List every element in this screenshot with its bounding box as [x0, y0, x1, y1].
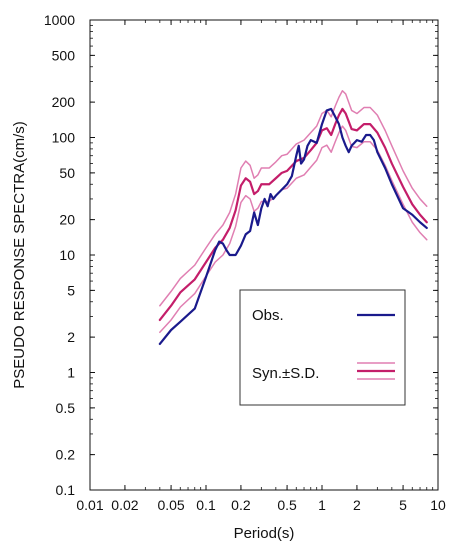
x-tick-label: 0.05	[157, 497, 184, 513]
axis-ticks: 0.01 0.02 0.05 0.1 0.2 0.5 1 2 5 10 0.1 0.2 0.5 1 2 5 10…	[44, 12, 446, 513]
y-tick-label: 20	[59, 212, 75, 228]
y-tick-label: 50	[59, 165, 75, 181]
x-tick-label: 1	[318, 497, 326, 513]
x-tick-label: 0.2	[231, 497, 251, 513]
x-tick-label: 0.02	[111, 497, 138, 513]
legend-box	[239, 289, 406, 406]
x-tick-label: 5	[399, 497, 407, 513]
legend-label-obs: Obs.	[252, 307, 284, 324]
x-tick-label: 0.1	[196, 497, 216, 513]
x-tick-label: 2	[353, 497, 361, 513]
y-tick-label: 5	[67, 282, 75, 298]
x-axis-title: Period(s)	[234, 525, 295, 542]
x-tick-label: 10	[430, 497, 446, 513]
y-tick-label: 200	[52, 94, 76, 110]
legend: Obs. Syn.±S.D.	[239, 289, 406, 406]
y-tick-label: 0.5	[56, 400, 76, 416]
y-tick-label: 0.2	[56, 447, 76, 463]
y-tick-label: 1000	[44, 12, 75, 28]
x-tick-label: 0.5	[277, 497, 297, 513]
series-line-syn	[158, 107, 428, 322]
y-tick-label: 500	[52, 47, 76, 63]
y-tick-label: 0.1	[56, 482, 76, 498]
y-tick-label: 1	[67, 365, 75, 381]
series-line-obs	[158, 107, 428, 346]
y-axis-title: PSEUDO RESPONSE SPECTRA(cm/s)	[11, 121, 28, 389]
plot-frame	[89, 19, 439, 491]
y-tick-label: 10	[59, 247, 75, 263]
y-tick-label: 100	[52, 130, 76, 146]
series-line-sd-lower	[159, 125, 428, 334]
y-tick-label: 2	[67, 329, 75, 345]
series-line-sd-upper	[159, 89, 428, 307]
legend-label-syn: Syn.±S.D.	[252, 365, 319, 382]
x-tick-label: 0.01	[76, 497, 103, 513]
series-layer	[158, 89, 428, 346]
